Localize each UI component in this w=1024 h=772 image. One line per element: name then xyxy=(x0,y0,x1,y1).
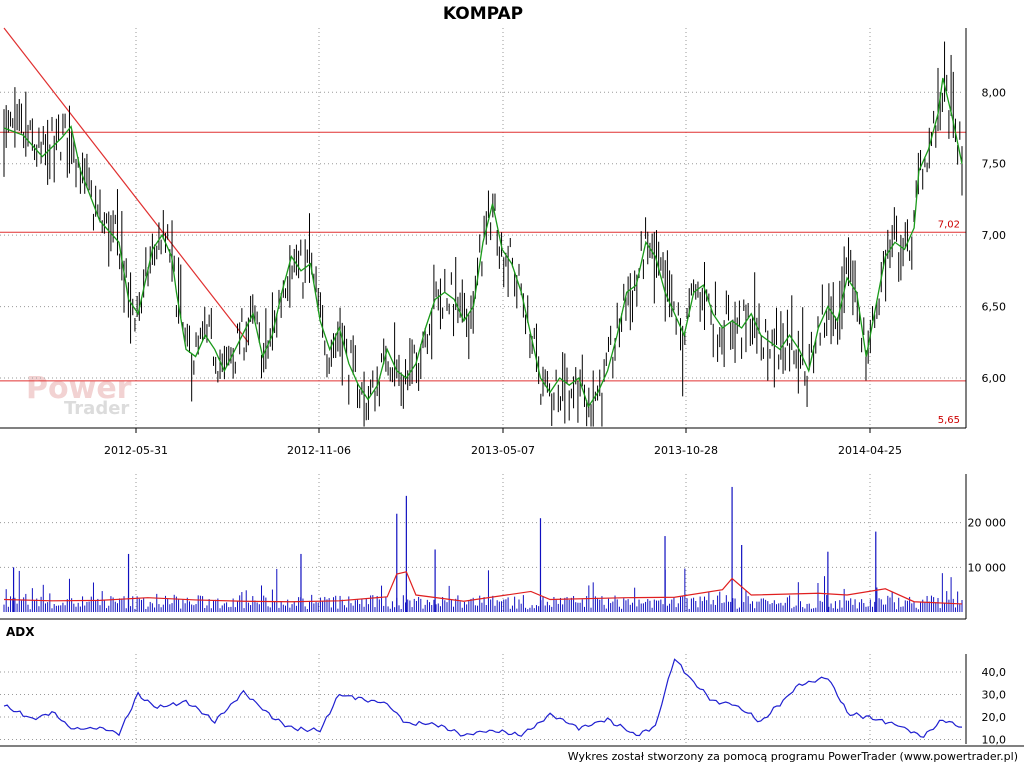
volume-panel: 10 000 20 000 xyxy=(0,474,1007,620)
volume-ma-line xyxy=(3,571,963,605)
adx-y-tick-1: 20,0 xyxy=(982,711,1007,724)
adx-y-tick-3: 40,0 xyxy=(982,666,1007,679)
adx-y-tick-0: 10,0 xyxy=(982,734,1007,747)
adx-panel-title: ADX xyxy=(6,625,35,639)
price-y-tick-2: 7,00 xyxy=(982,229,1007,242)
adx-line xyxy=(3,658,963,738)
watermark-logo: Power Trader xyxy=(26,371,132,419)
adx-y-tick-2: 30,0 xyxy=(982,689,1007,702)
price-ma-line xyxy=(3,77,963,409)
watermark-line-1: Power xyxy=(26,371,132,406)
price-y-tick-3: 7,50 xyxy=(982,158,1007,171)
volume-y-tick-1: 20 000 xyxy=(968,517,1007,530)
footer-credit: Wykres został stworzony za pomocą progra… xyxy=(568,750,1018,763)
price-bars xyxy=(3,41,963,427)
volume-y-tick-0: 10 000 xyxy=(968,561,1007,574)
price-x-label-1: 2012-11-06 xyxy=(287,444,351,457)
trend-line xyxy=(3,27,249,343)
price-y-tick-1: 6,50 xyxy=(982,301,1007,314)
price-y-tick-0: 6,00 xyxy=(982,372,1007,385)
watermark-line-2: Trader xyxy=(64,398,129,419)
price-x-label-2: 2013-05-07 xyxy=(471,444,535,457)
chart-title: KOMPAP xyxy=(443,4,523,24)
price-x-label-4: 2014-04-25 xyxy=(838,444,902,457)
level-label-3: 5,65 xyxy=(938,415,960,426)
price-x-label-3: 2013-10-28 xyxy=(654,444,718,457)
price-panel: 6,00 6,50 7,00 7,50 8,00 7,02 5,65 2012-05-31 20… xyxy=(0,27,1007,457)
level-label-1: 7,02 xyxy=(938,219,960,230)
price-y-tick-4: 8,00 xyxy=(982,86,1007,99)
adx-panel: 10,0 20,0 30,0 40,0 xyxy=(0,654,1006,747)
price-x-label-0: 2012-05-31 xyxy=(104,444,168,457)
